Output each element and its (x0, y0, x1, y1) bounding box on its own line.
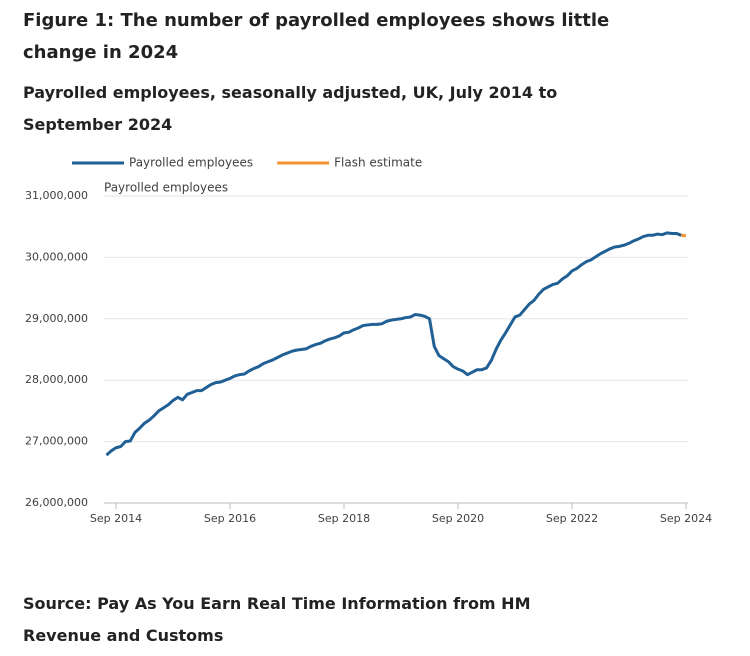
y-tick-label: 26,000,000 (25, 496, 88, 509)
y-tick-label: 30,000,000 (25, 250, 88, 263)
x-tick-label: Sep 2014 (90, 512, 142, 525)
chart: Payrolled employees 26,000,000 27,000,000… (25, 156, 712, 526)
source-note: Source: Pay As You Earn Real Time Inform… (23, 594, 531, 645)
data-line (105, 231, 682, 457)
y-tick-label: 27,000,000 (25, 435, 88, 448)
data-line (681, 233, 687, 238)
x-tick-label: Sep 2022 (546, 512, 598, 525)
x-tick-label: Sep 2016 (204, 512, 256, 525)
y-tick-label: 31,000,000 (25, 189, 88, 202)
x-tick-label: Sep 2024 (660, 512, 712, 525)
legend-label: Flash estimate (334, 156, 422, 170)
y-tick-label: 28,000,000 (25, 373, 88, 386)
chart-title: Figure 1: The number of payrolled employ… (23, 10, 610, 63)
x-tick-label: Sep 2018 (318, 512, 370, 525)
y-tick-label: 29,000,000 (25, 312, 88, 325)
chart-subtitle: Payrolled employees, seasonally adjusted… (23, 83, 558, 134)
x-tick-label: Sep 2020 (432, 512, 484, 525)
legend-label: Payrolled employees (129, 156, 253, 170)
y-axis-label: Payrolled employees (104, 181, 228, 195)
